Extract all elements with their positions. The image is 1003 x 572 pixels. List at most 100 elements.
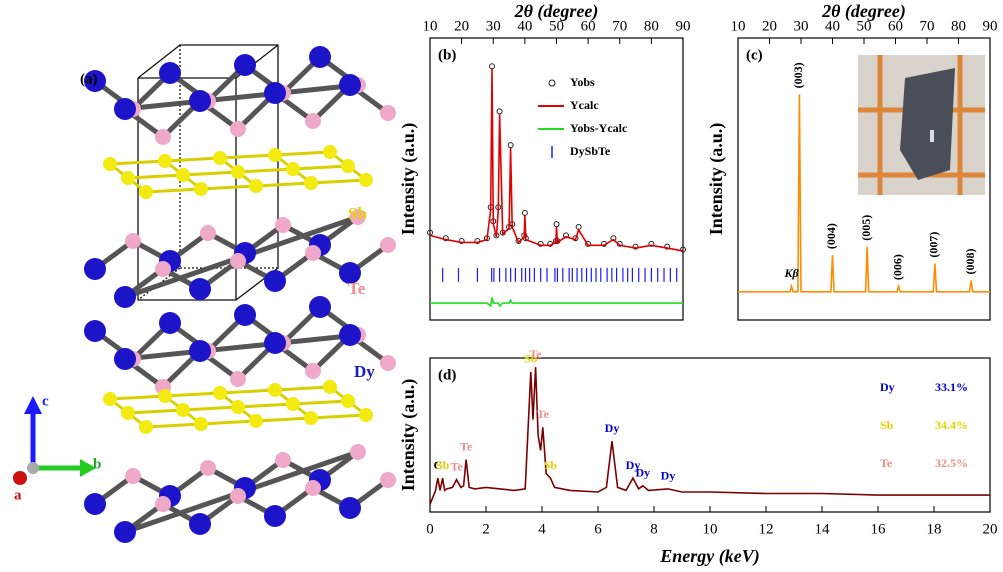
atom <box>125 468 141 484</box>
atom <box>189 90 211 112</box>
bond <box>219 153 276 160</box>
atom <box>350 444 366 460</box>
x-tick-label: 10 <box>423 18 438 34</box>
atom <box>323 380 337 394</box>
data-point <box>680 246 686 253</box>
data-point <box>562 232 569 239</box>
legend-label: Yobs <box>570 75 595 89</box>
atom <box>234 304 256 326</box>
atom <box>234 54 256 76</box>
x-tick-label: 6 <box>594 521 602 537</box>
data-point <box>488 63 495 70</box>
atom <box>114 98 136 120</box>
bond <box>310 413 367 420</box>
annotation: (003) <box>791 62 805 88</box>
atom <box>139 420 153 434</box>
annotation: Te <box>537 407 550 421</box>
atom <box>84 258 106 280</box>
axis-label: a <box>14 487 22 503</box>
x-tick-label: 50 <box>549 18 564 34</box>
x-tick-label: 20 <box>983 521 998 537</box>
x-tick-label: 20 <box>762 18 777 34</box>
plot-frame <box>429 357 991 513</box>
atom <box>158 154 172 168</box>
atom <box>359 173 373 187</box>
atom <box>305 245 321 261</box>
data-point <box>496 108 503 115</box>
atom <box>275 452 291 468</box>
legend-label: DySbTe <box>570 144 611 158</box>
x-axis-title: 2θ (degree) <box>514 1 599 22</box>
atom <box>125 233 141 249</box>
atom <box>121 171 135 185</box>
panel-label: (a) <box>80 71 98 87</box>
y-axis-title: Intensity (a.u.) <box>398 123 419 236</box>
inset-photo <box>858 55 985 195</box>
x-tick-label: 10 <box>703 521 718 537</box>
x-tick-label: 30 <box>794 18 809 34</box>
atom <box>309 296 331 318</box>
atom <box>309 46 331 68</box>
atom <box>380 472 396 488</box>
atom <box>189 513 211 535</box>
x-tick-label: 50 <box>857 18 872 34</box>
x-tick-label: 20 <box>454 18 469 34</box>
atom <box>230 371 246 387</box>
bond <box>182 170 239 177</box>
x-tick-label: 70 <box>612 18 627 34</box>
atom <box>323 145 337 159</box>
bond <box>292 164 349 171</box>
panel-label: (b) <box>438 47 456 63</box>
atom <box>200 225 216 241</box>
atom <box>155 496 171 512</box>
atom <box>231 400 245 414</box>
atom <box>275 217 291 233</box>
annotation: C <box>434 458 443 472</box>
atom <box>350 209 366 225</box>
atom-label: Sb <box>348 204 367 223</box>
x-tick-label: 90 <box>676 18 691 34</box>
x-tick-label: 90 <box>983 18 998 34</box>
atom <box>213 151 227 165</box>
bond <box>164 156 221 163</box>
atom <box>268 383 282 397</box>
atom <box>341 159 355 173</box>
data-point <box>521 209 528 216</box>
atom <box>155 261 171 277</box>
data-point <box>427 229 433 236</box>
annotation: (004) <box>824 223 838 249</box>
atom <box>380 355 396 371</box>
data-point <box>610 235 617 242</box>
composition-value: 32.5% <box>935 456 968 470</box>
data-point <box>507 142 514 149</box>
atom <box>268 148 282 162</box>
composition-value: 34.4% <box>935 418 968 432</box>
atom <box>339 74 361 96</box>
atom <box>84 70 106 92</box>
atom <box>264 505 286 527</box>
atom <box>231 165 245 179</box>
atom <box>155 129 171 145</box>
annotation: Dy <box>605 421 620 435</box>
x-tick-label: 14 <box>815 521 831 537</box>
x-tick-label: 80 <box>644 18 659 34</box>
atom <box>139 185 153 199</box>
annotation: Te <box>450 459 463 473</box>
atom <box>264 332 286 354</box>
annotation: Sb <box>436 458 450 472</box>
atom-label: Dy <box>354 362 375 381</box>
x-tick-label: 40 <box>825 18 840 34</box>
bond <box>310 178 367 185</box>
data-line <box>429 68 684 252</box>
x-tick-label: 8 <box>650 521 658 537</box>
bond <box>255 416 312 423</box>
atom <box>114 521 136 543</box>
atom <box>213 386 227 400</box>
atom <box>380 105 396 121</box>
bond <box>145 422 202 429</box>
atom <box>264 82 286 104</box>
atom <box>230 253 246 269</box>
atom <box>194 417 208 431</box>
atom <box>286 397 300 411</box>
